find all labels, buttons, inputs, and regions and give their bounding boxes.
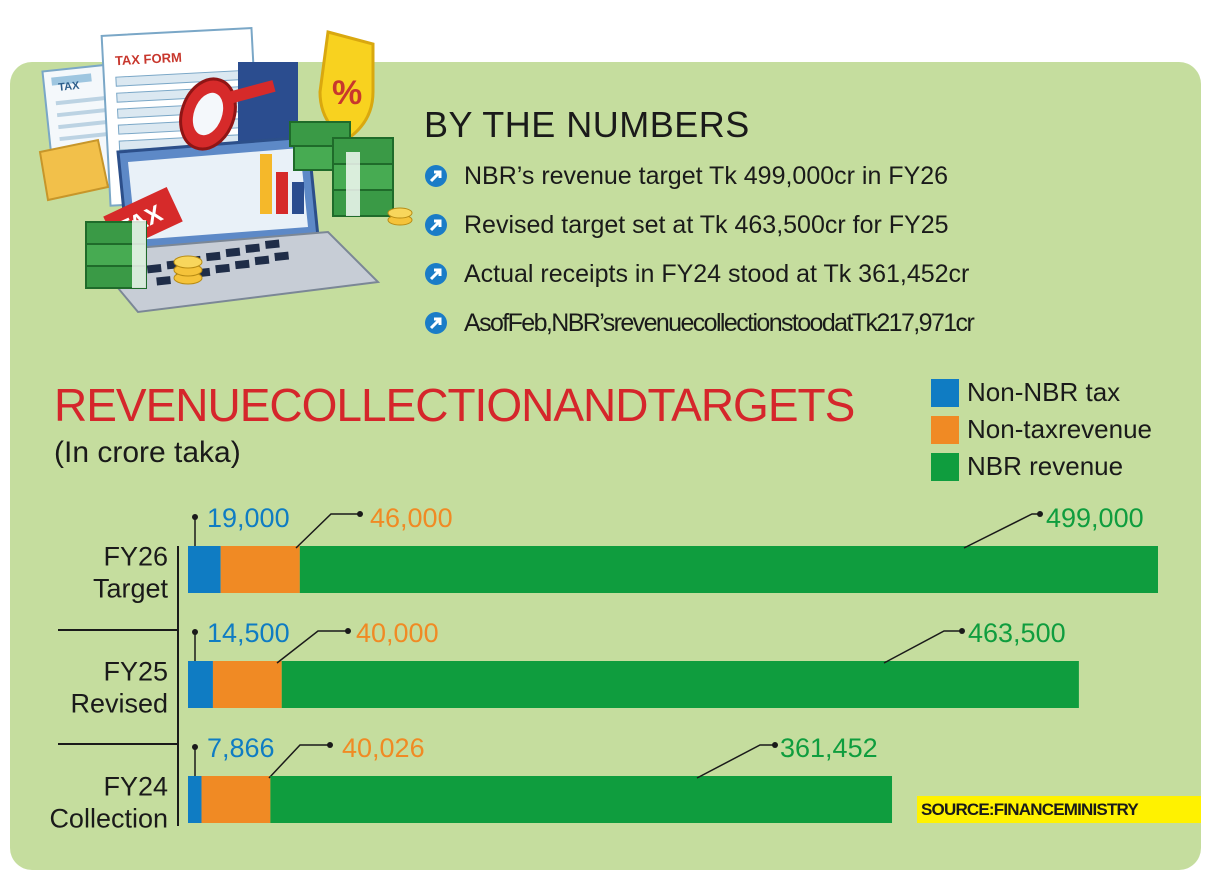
leader-dot (959, 628, 965, 634)
data-label: 40,000 (356, 618, 439, 648)
category-label-line2: Collection (49, 804, 168, 834)
category-label-line2: Revised (70, 689, 168, 719)
fact-text: Actual receipts in FY24 stood at Tk 361,… (464, 260, 970, 288)
bar-segment (281, 661, 1079, 708)
fact-item: AsofFeb,NBR’srevenuecollectionstoodatTk2… (424, 307, 975, 356)
leader-line (696, 744, 775, 779)
leader-line (883, 630, 962, 664)
leader-dot (357, 511, 363, 517)
fact-text: NBR’s revenue target Tk 499,000cr in FY2… (464, 162, 949, 190)
percent-label: % (332, 74, 362, 112)
data-label: 46,000 (370, 503, 453, 533)
arrow-bullet-icon (425, 263, 447, 285)
chart-title: REVENUECOLLECTIONANDTARGETS (54, 379, 855, 431)
legend-label: Non-NBR tax (967, 377, 1121, 407)
bar-segment (188, 661, 213, 708)
category-label-line2: Target (93, 574, 169, 604)
leader-dot (192, 629, 198, 635)
legend-item-nbr-revenue: NBR revenue (931, 448, 1152, 485)
category-label-line1: FY25 (103, 657, 168, 687)
fact-list: NBR’s revenue target Tk 499,000cr in FY2… (424, 160, 975, 356)
bar-segment (212, 661, 282, 708)
leader-dot (327, 742, 333, 748)
legend-swatch (931, 378, 959, 407)
leader-dot (772, 742, 778, 748)
tax-form-label: TAX FORM (115, 50, 183, 68)
legend-item-non-tax-revenue: Non-taxrevenue (931, 411, 1152, 448)
bar-segment (201, 776, 271, 823)
leader-line (276, 630, 348, 664)
fact-text: Revised target set at Tk 463,500cr for F… (464, 211, 949, 239)
legend-label: Non-taxrevenue (967, 414, 1152, 444)
leader-dot (1037, 511, 1043, 517)
cash-stack-icon (85, 121, 394, 289)
data-label: 19,000 (207, 503, 290, 533)
fact-item: Revised target set at Tk 463,500cr for F… (424, 209, 973, 258)
data-label: 40,026 (342, 733, 425, 763)
fact-item: Actual receipts in FY24 stood at Tk 361,… (424, 258, 973, 307)
chart-subtitle: (In crore taka) (54, 436, 241, 469)
leader-line (963, 513, 1040, 549)
chart-legend: Non-NBR tax Non-taxrevenue NBR revenue (931, 374, 1152, 485)
coin-stack-icon (173, 207, 413, 285)
page-title: BY THE NUMBERS (424, 104, 750, 145)
data-label: 361,452 (780, 733, 878, 763)
data-label: 463,500 (968, 618, 1066, 648)
source-note: SOURCE:FINANCEMINISTRY (917, 796, 1201, 823)
arrow-bullet-icon (425, 312, 447, 334)
leader-line (268, 744, 330, 779)
bar-segment (188, 546, 221, 593)
legend-item-non-nbr-tax: Non-NBR tax (931, 374, 1152, 411)
legend-label: NBR revenue (967, 451, 1124, 481)
legend-swatch (931, 415, 959, 444)
percent-shield-icon: % (318, 30, 375, 142)
tax-doc-label: TAX (58, 80, 81, 94)
legend-swatch (931, 452, 959, 481)
arrow-bullet-icon (425, 165, 447, 187)
tax-illustration: TAX TAX FORM (38, 26, 413, 314)
bar-segment (270, 776, 893, 823)
bar-chart-icon (260, 154, 304, 214)
bar-segment (220, 546, 300, 593)
fact-item: NBR’s revenue target Tk 499,000cr in FY2… (424, 160, 973, 209)
data-label: 14,500 (207, 618, 290, 648)
magnifier-icon (179, 77, 276, 151)
bar-segment (299, 546, 1158, 593)
leader-dot (345, 628, 351, 634)
bar-segment (188, 776, 202, 823)
fact-text: AsofFeb,NBR’srevenuecollectionstoodatTk2… (464, 309, 975, 337)
category-label-line1: FY26 (103, 542, 168, 572)
data-label: 499,000 (1046, 503, 1144, 533)
leader-line (295, 513, 360, 549)
data-label: 7,866 (207, 733, 275, 763)
arrow-bullet-icon (425, 214, 447, 236)
leader-dot (192, 514, 198, 520)
category-label-line1: FY24 (103, 772, 168, 802)
leader-dot (192, 744, 198, 750)
